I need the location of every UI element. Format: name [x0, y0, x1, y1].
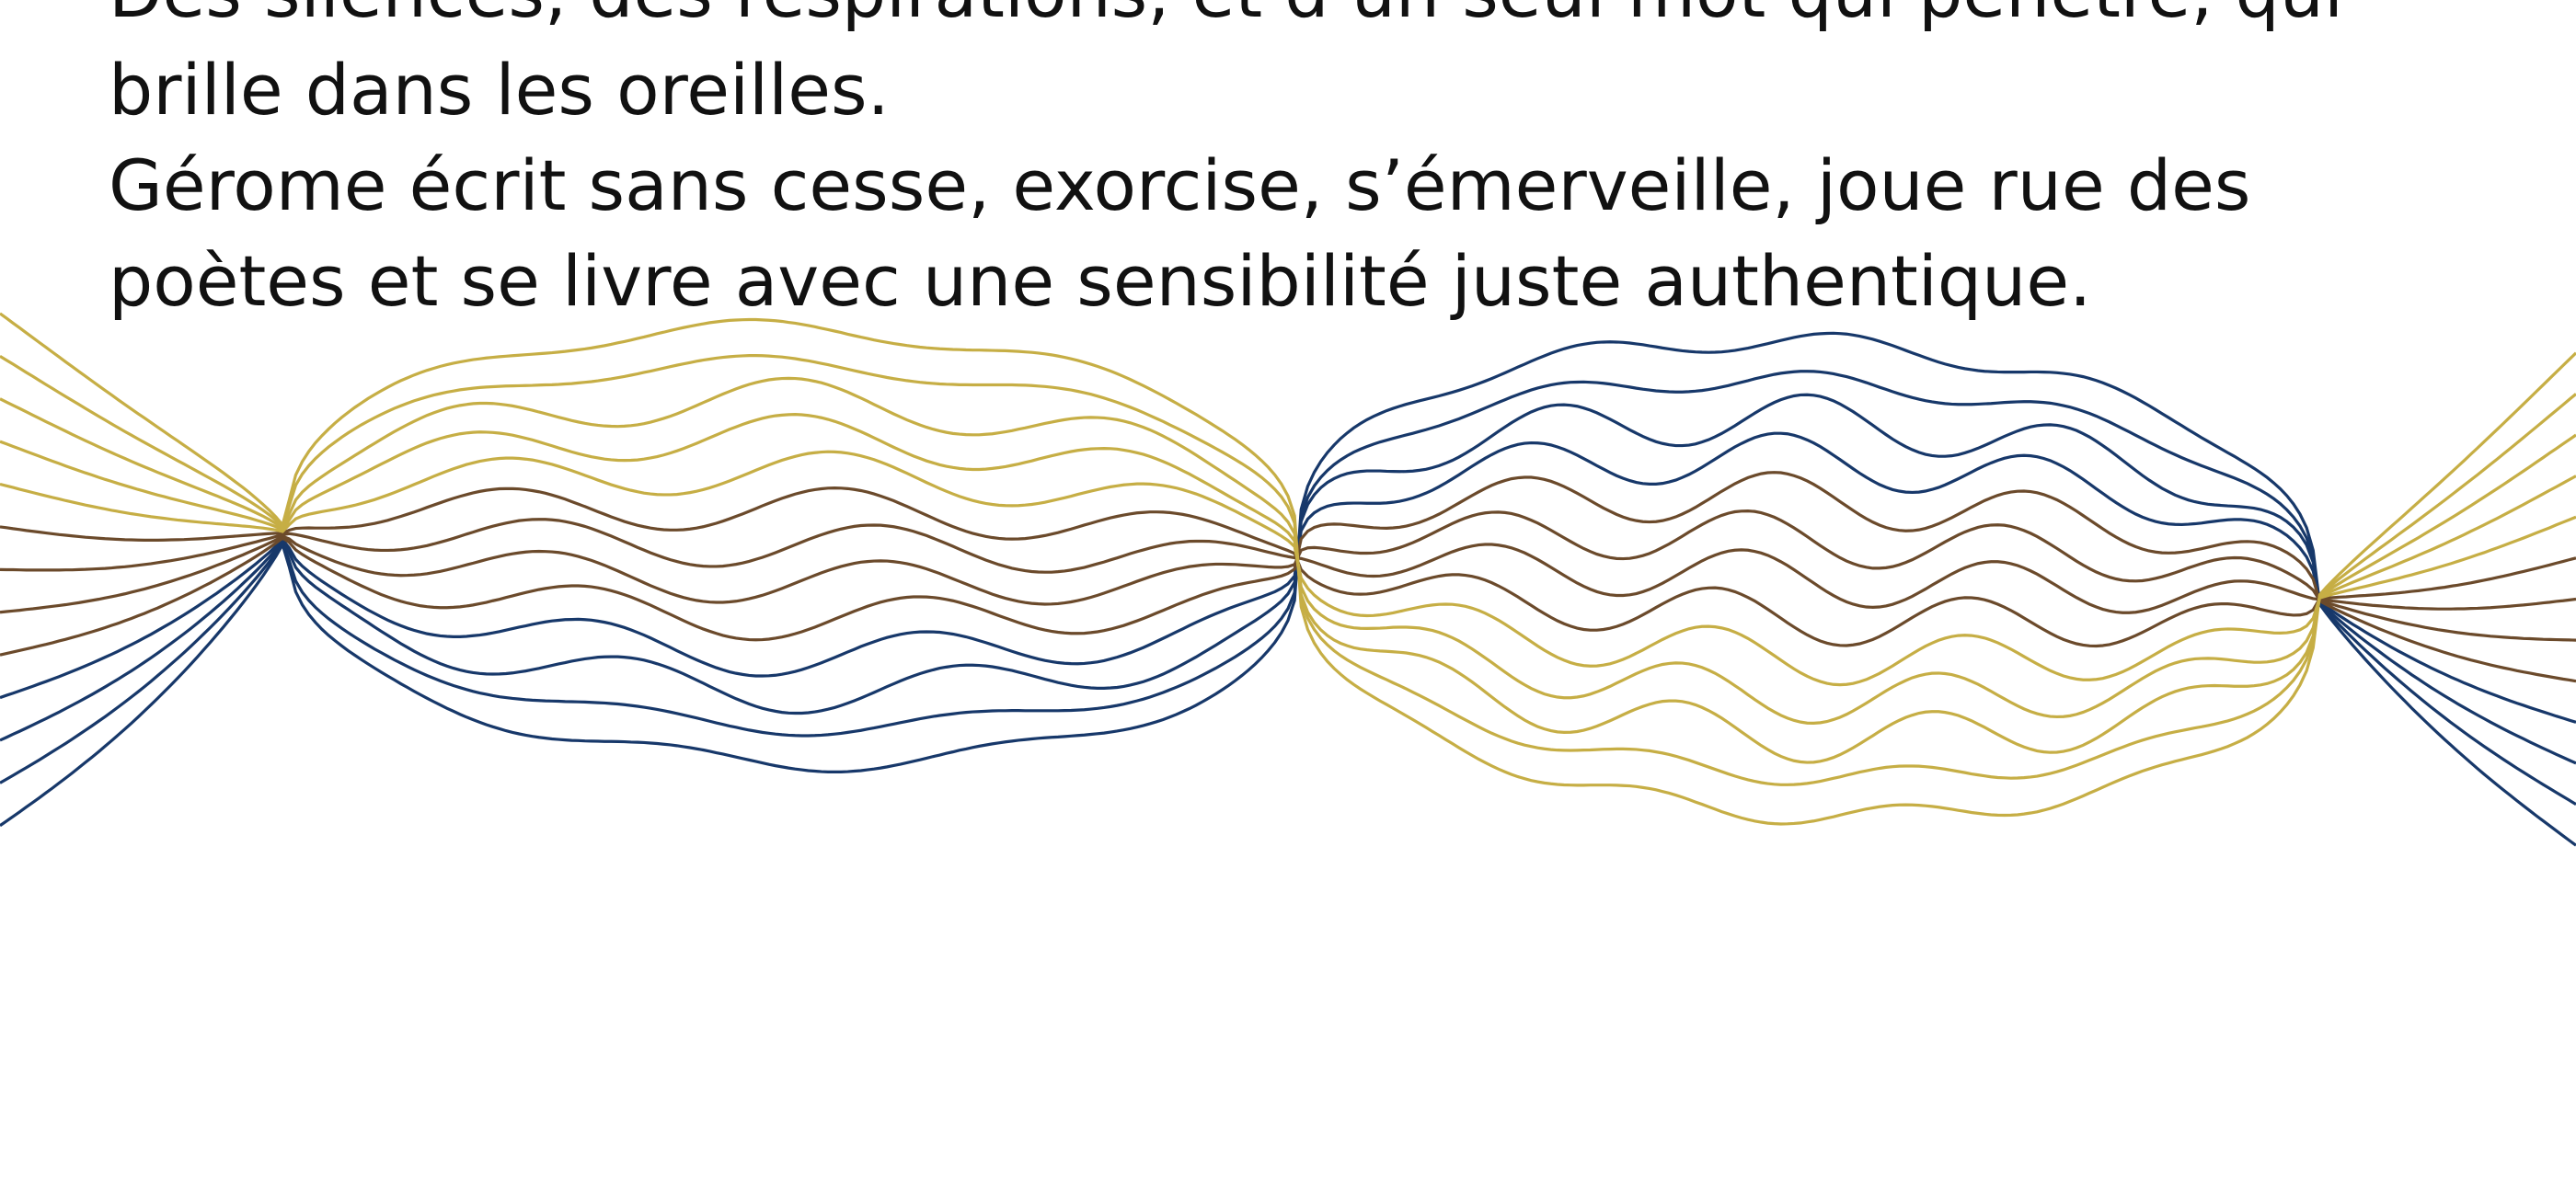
text-line: Des silences, des respirations, et d’un … — [109, 0, 2343, 28]
wave-line — [0, 413, 2576, 726]
text-line: brille dans les oreilles. — [109, 49, 890, 131]
text-line: Gérome écrit sans cesse, exorcise, s’éme… — [109, 144, 2251, 226]
wave-line — [0, 393, 2576, 765]
wave-line — [0, 370, 2576, 806]
text-line: poètes et se livre avec une sensibilité … — [109, 240, 2092, 322]
wave-line — [0, 312, 2576, 826]
wave-line — [0, 376, 2576, 764]
wave-line — [0, 450, 2576, 687]
wave-line — [0, 518, 2576, 614]
wave-line — [0, 431, 2576, 724]
wave-line — [0, 471, 2576, 683]
wave-line — [0, 509, 2576, 642]
wave-line — [0, 353, 2576, 786]
wave-line — [0, 486, 2576, 648]
wave-line — [0, 331, 2576, 847]
